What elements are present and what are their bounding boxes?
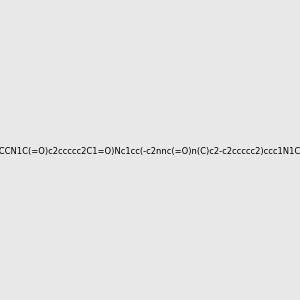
Text: O=C(CCN1C(=O)c2ccccc2C1=O)Nc1cc(-c2nnc(=O)n(C)c2-c2ccccc2)ccc1N1CCOCC1: O=C(CCN1C(=O)c2ccccc2C1=O)Nc1cc(-c2nnc(=… bbox=[0, 147, 300, 156]
